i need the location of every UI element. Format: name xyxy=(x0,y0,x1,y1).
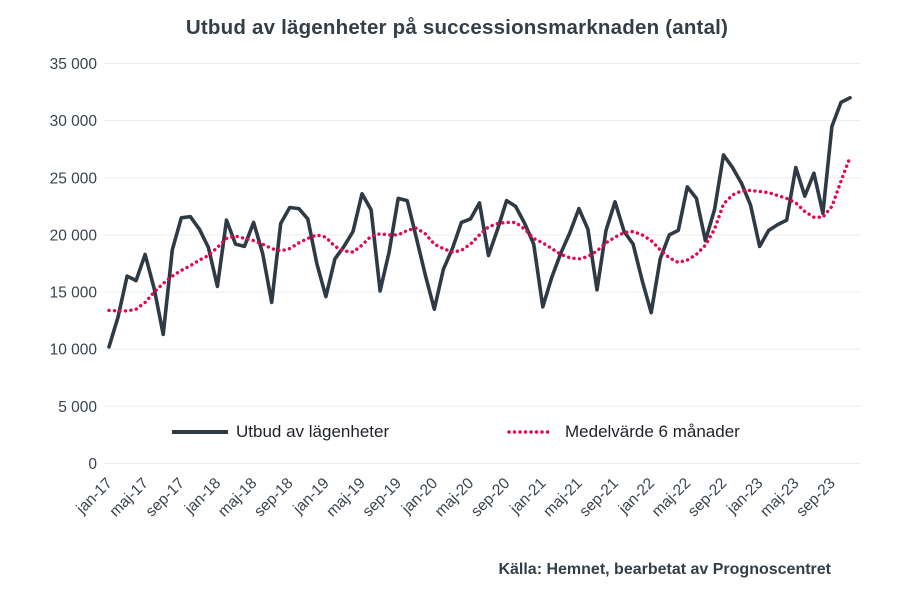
x-axis-tick-label: maj-22 xyxy=(649,475,695,521)
y-axis-tick-label: 0 xyxy=(88,456,97,473)
utbud-series-line xyxy=(107,96,852,349)
x-axis-tick-label: sep-21 xyxy=(576,475,622,521)
legend-label-utbud: Utbud av lägenheter xyxy=(236,422,390,441)
x-axis-tick-label: maj-20 xyxy=(432,475,478,521)
x-axis-tick-label: maj-17 xyxy=(106,475,152,521)
source-caption: Källa: Hemnet, bearbetat av Prognoscentr… xyxy=(498,561,831,578)
y-axis-tick-label: 10 000 xyxy=(50,342,98,359)
legend-label-medelvarde: Medelvärde 6 månader xyxy=(565,422,740,441)
chart-title: Utbud av lägenheter på successionsmarkna… xyxy=(185,16,729,39)
x-axis-tick-label: sep-17 xyxy=(143,475,189,521)
medelvarde-series-line xyxy=(107,155,852,313)
y-axis-tick-label: 5 000 xyxy=(58,399,97,416)
x-axis-tick-label: sep-18 xyxy=(251,475,297,521)
x-axis-tick-label: sep-19 xyxy=(359,475,405,521)
x-axis-tick-label: maj-18 xyxy=(215,475,261,521)
x-axis-tick-label: maj-19 xyxy=(323,475,369,521)
medelvarde-dotted-swatch xyxy=(507,430,555,434)
x-axis-tick-label: sep-20 xyxy=(468,475,514,521)
y-axis-tick-label: 30 000 xyxy=(50,113,98,130)
utbud-line-swatch xyxy=(172,430,228,434)
legend-item-utbud: Utbud av lägenheter xyxy=(172,422,389,442)
y-axis-tick-label: 25 000 xyxy=(50,170,98,187)
y-axis-tick-label: 15 000 xyxy=(50,285,98,302)
x-axis-tick-label: maj-21 xyxy=(540,475,586,521)
legend-item-medelvarde: Medelvärde 6 månader xyxy=(505,422,740,442)
x-axis-tick-label: sep-23 xyxy=(793,475,839,521)
x-axis-tick-label: maj-23 xyxy=(757,475,803,521)
y-axis-tick-label: 20 000 xyxy=(50,227,98,244)
x-axis-tick-label: sep-22 xyxy=(685,475,731,521)
y-axis-tick-label: 35 000 xyxy=(50,56,98,73)
